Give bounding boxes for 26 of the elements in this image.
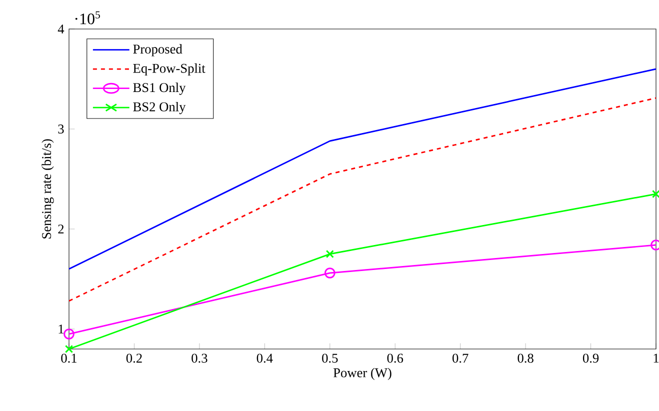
y-axis-title: Sensing rate (bit/s)	[42, 139, 54, 238]
y-tick-label: 4	[58, 24, 64, 34]
legend-label: Proposed	[133, 44, 182, 56]
y-tick-label: 2	[58, 224, 64, 234]
legend-label: BS1 Only	[133, 82, 186, 95]
x-tick-label: 0.3	[192, 354, 208, 363]
x-tick-label: 0.7	[452, 354, 468, 363]
legend-label: BS2 Only	[133, 102, 186, 114]
point	[324, 268, 336, 278]
x-tick-label: 0.6	[387, 354, 404, 363]
y-tick-label: 1	[58, 324, 64, 334]
point	[64, 328, 74, 340]
point	[64, 344, 74, 354]
y-tick-label: 3	[58, 124, 64, 134]
x-axis-title: Power (W)	[333, 368, 392, 380]
x-tick-label: 0.8	[518, 354, 534, 363]
x-tick-label: 1	[654, 354, 659, 363]
legend-label: Eq-Pow-Split	[133, 63, 206, 76]
x-tick-label: 0.2	[126, 354, 142, 363]
x-tick-label: 0.4	[256, 354, 273, 363]
x-tick-label: 0.9	[582, 354, 599, 363]
point	[652, 190, 659, 198]
x-tick-label: 0.1	[61, 354, 77, 363]
point	[326, 250, 334, 258]
x-tick-label: 0.5	[322, 354, 338, 363]
text: ·10$^{5}$	[75, 11, 100, 24]
